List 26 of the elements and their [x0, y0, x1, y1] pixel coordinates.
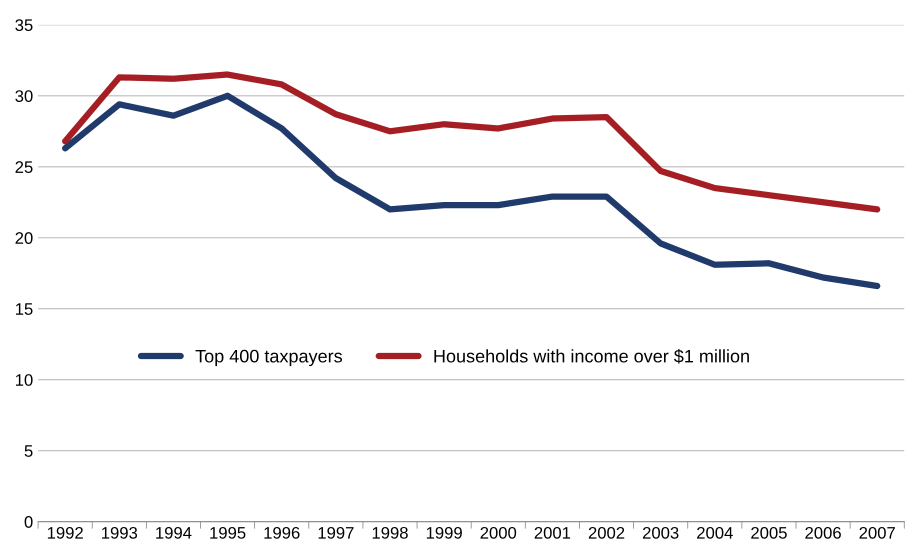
- x-tick-label: 1999: [426, 526, 462, 539]
- x-tick-label: 2000: [480, 526, 516, 539]
- x-tick-label: 1992: [48, 526, 83, 539]
- x-tick-label: 2004: [697, 526, 733, 539]
- legend-label: Top 400 taxpayers: [196, 350, 342, 366]
- y-tick-label: 0: [24, 516, 33, 528]
- y-tick-label: 20: [16, 232, 33, 244]
- x-tick-label: 2005: [751, 526, 787, 539]
- x-tick-label: 1998: [372, 526, 408, 539]
- x-tick-label: 2003: [642, 526, 678, 539]
- y-tick-label: 5: [24, 445, 33, 457]
- x-tick-label: 2001: [534, 526, 570, 539]
- y-tick-label: 10: [16, 374, 33, 386]
- x-tick-label: 1995: [210, 526, 246, 539]
- x-tick-label: 2006: [805, 526, 841, 539]
- x-tick-label: 1994: [156, 526, 192, 539]
- x-tick-label: 1996: [264, 526, 300, 539]
- legend-label: Households with income over $1 million: [434, 349, 749, 364]
- y-tick-label: 30: [15, 90, 33, 102]
- y-tick-label: 25: [16, 161, 33, 173]
- x-tick-label: 1993: [102, 526, 138, 539]
- y-tick-label: 15: [16, 303, 33, 315]
- x-tick-label: 2007: [860, 526, 895, 539]
- y-tick-label: 35: [15, 19, 33, 32]
- x-tick-label: 1997: [318, 526, 354, 539]
- x-tick-label: 2002: [588, 526, 624, 539]
